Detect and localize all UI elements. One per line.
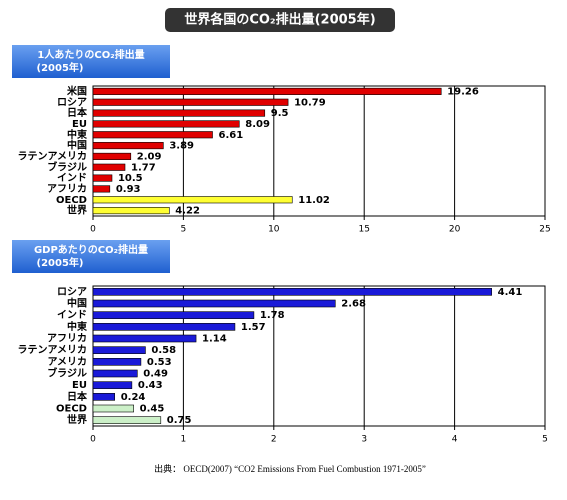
bar [92, 393, 115, 401]
x-tick-label: 5 [181, 225, 187, 235]
y-tick-label: 世界 [67, 413, 87, 426]
value-label: 0.43 [138, 380, 163, 391]
chart-title: GDPあたりのCO₂排出量 [34, 243, 148, 256]
y-tick-label: 世界 [67, 204, 87, 217]
value-label: 0.45 [140, 404, 165, 415]
y-tick-label: ラテンアメリカ [18, 150, 88, 162]
y-tick-label: ブラジル [47, 367, 87, 380]
plot-frame [92, 85, 546, 217]
bar [92, 131, 213, 139]
value-label: 0.24 [121, 392, 146, 403]
value-label: 0.49 [143, 369, 168, 380]
chart-title: 1人あたりのCO₂排出量 [37, 48, 144, 61]
bar [92, 416, 162, 424]
value-label: 0.58 [151, 345, 176, 356]
value-label: 2.68 [341, 299, 366, 310]
source: 出典： OECD(2007) “CO2 Emissions From Fuel … [154, 463, 426, 474]
value-label: 6.61 [219, 130, 244, 141]
y-tick-label: 中国 [67, 297, 87, 310]
x-tick-label: 1 [181, 435, 187, 445]
value-label: 0.93 [116, 184, 141, 195]
bar [92, 288, 492, 296]
value-label: 2.09 [137, 151, 162, 162]
bar [92, 299, 336, 308]
bar [92, 98, 289, 106]
x-tick-label: 2 [271, 435, 277, 445]
y-tick-label: インド [57, 172, 87, 184]
page-title: 世界各国のCO₂排出量(2005年) [184, 12, 375, 28]
y-tick-label: ロシア [57, 96, 87, 108]
x-tick-label: 5 [542, 435, 548, 445]
value-label: 1.57 [241, 322, 266, 333]
y-tick-label: 日本 [67, 390, 88, 403]
value-label: 1.78 [260, 310, 285, 321]
chart-subtitle: (2005年) [37, 256, 84, 269]
title-box [165, 8, 395, 32]
value-label: 1.14 [202, 334, 227, 345]
y-tick-label: ロシア [57, 286, 87, 298]
bar [92, 142, 164, 150]
value-label: 4.41 [498, 287, 523, 298]
value-label: 4.22 [175, 206, 200, 217]
bar [92, 174, 113, 182]
y-tick-label: 中国 [67, 139, 87, 152]
value-label: 10.79 [294, 97, 326, 108]
y-tick-label: アフリカ [47, 183, 87, 195]
x-tick-label: 0 [90, 225, 96, 235]
x-tick-label: 4 [452, 435, 458, 445]
y-tick-label: ラテンアメリカ [18, 344, 88, 356]
x-tick-label: 20 [449, 225, 461, 235]
y-tick-label: OECD [56, 195, 87, 206]
y-tick-label: ブラジル [47, 160, 87, 173]
value-label: 11.02 [298, 195, 330, 206]
value-label: 10.5 [118, 173, 143, 184]
x-tick-label: 25 [539, 225, 550, 235]
bar [92, 323, 236, 331]
bar [92, 404, 134, 413]
bar [92, 87, 442, 95]
x-tick-label: 15 [358, 225, 369, 235]
y-tick-label: 中東 [67, 320, 87, 333]
chart-label-box [12, 240, 170, 273]
y-tick-label: 米国 [67, 84, 87, 97]
bar [92, 196, 293, 204]
bar [92, 185, 111, 193]
bar [92, 381, 133, 389]
value-label: 1.77 [131, 162, 156, 173]
y-tick-label: アメリカ [48, 356, 88, 368]
bar [92, 369, 138, 378]
bar [92, 358, 142, 366]
bar [92, 207, 170, 215]
y-tick-label: インド [57, 309, 87, 321]
chart-label-box [12, 45, 170, 78]
value-label: 3.89 [169, 141, 194, 152]
bar [92, 346, 146, 354]
y-tick-label: EU [72, 119, 87, 130]
bar [92, 152, 132, 160]
y-tick-label: アフリカ [47, 333, 87, 345]
plot-frame [92, 285, 546, 427]
value-label: 0.75 [167, 415, 192, 426]
value-label: 8.09 [245, 119, 270, 130]
x-tick-label: 0 [90, 435, 96, 445]
chart-subtitle: (2005年) [37, 61, 84, 74]
bar [92, 163, 126, 171]
y-tick-label: 中東 [67, 128, 87, 141]
y-tick-label: EU [72, 380, 87, 391]
x-tick-label: 3 [361, 435, 367, 445]
x-tick-label: 10 [268, 225, 280, 235]
y-tick-label: 日本 [67, 106, 88, 119]
value-label: 0.53 [147, 357, 172, 368]
y-tick-label: OECD [56, 404, 87, 415]
value-label: 9.5 [271, 108, 289, 119]
value-label: 19.26 [447, 86, 479, 97]
bar [92, 311, 255, 319]
bar [92, 109, 266, 117]
bar [92, 120, 240, 128]
bar [92, 334, 197, 343]
